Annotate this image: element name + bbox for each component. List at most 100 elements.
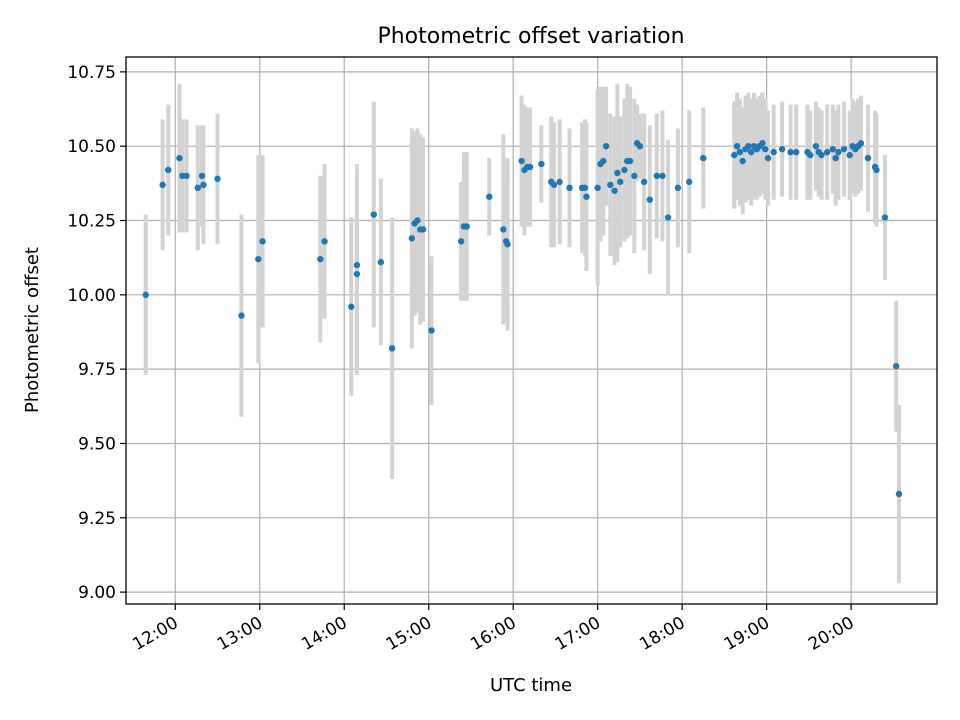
data-point xyxy=(646,196,653,203)
data-point xyxy=(829,145,837,153)
data-point xyxy=(388,345,396,352)
data-point xyxy=(864,154,872,162)
data-point xyxy=(353,261,361,269)
data-point xyxy=(566,184,573,192)
data-point xyxy=(631,172,638,180)
data-point xyxy=(198,172,206,180)
data-point xyxy=(200,181,207,189)
data-point xyxy=(762,145,769,153)
data-point xyxy=(640,178,648,186)
data-point xyxy=(840,145,848,153)
x-axis-label: UTC time xyxy=(490,675,572,696)
data-point xyxy=(419,226,427,233)
data-point xyxy=(614,169,621,177)
data-point xyxy=(736,148,744,156)
data-point xyxy=(832,154,839,162)
y-axis-label: Photometric offset xyxy=(22,247,43,413)
data-point xyxy=(626,157,634,165)
data-point xyxy=(377,258,385,266)
data-point xyxy=(873,166,880,174)
data-point xyxy=(818,151,825,159)
data-point xyxy=(556,178,563,186)
data-point xyxy=(653,172,661,180)
data-point xyxy=(457,238,465,245)
data-point xyxy=(538,160,545,168)
data-point xyxy=(504,241,511,248)
data-point xyxy=(739,157,746,165)
data-point xyxy=(348,303,355,310)
data-point xyxy=(414,217,421,224)
data-point xyxy=(321,238,328,245)
data-point xyxy=(353,270,361,278)
data-point xyxy=(602,142,610,150)
y-tick-label: 9.50 xyxy=(78,434,116,454)
data-point xyxy=(881,214,889,221)
x-tick-label: 17:00 xyxy=(552,613,604,655)
data-point xyxy=(700,154,707,162)
data-point xyxy=(159,181,166,189)
data-point xyxy=(259,238,266,245)
y-tick-label: 10.00 xyxy=(67,286,116,306)
y-tick-label: 9.00 xyxy=(78,583,116,603)
data-point xyxy=(747,148,755,156)
x-tick-label: 13:00 xyxy=(214,613,266,655)
data-point xyxy=(518,157,525,165)
data-point xyxy=(408,235,416,242)
data-point xyxy=(807,151,814,159)
data-point xyxy=(733,142,741,150)
y-tick-label: 10.75 xyxy=(67,63,116,83)
data-point xyxy=(176,154,183,162)
y-tick-label: 9.25 xyxy=(78,509,116,529)
data-point xyxy=(194,184,202,192)
data-point xyxy=(764,154,772,162)
x-tick-label: 20:00 xyxy=(805,613,857,655)
data-point xyxy=(500,226,507,233)
data-point xyxy=(895,490,903,498)
data-point xyxy=(214,175,221,183)
data-point xyxy=(770,148,777,156)
data-point xyxy=(685,178,693,186)
data-point xyxy=(731,151,738,159)
data-point xyxy=(238,312,245,319)
x-axis-ticks: 12:00 13:00 14:00 15:00 16:00 17:00 18:00 19:00… xyxy=(129,604,858,655)
data-point xyxy=(550,181,558,189)
data-point xyxy=(607,181,614,189)
data-point xyxy=(793,148,800,156)
data-point xyxy=(165,166,172,174)
data-points xyxy=(142,140,903,498)
y-axis-ticks: 9.00 9.25 9.50 9.75 10.00 10.25 10.50 10.75 xyxy=(67,63,126,603)
data-point xyxy=(486,193,493,200)
data-point xyxy=(892,362,900,370)
y-tick-label: 9.75 xyxy=(78,360,116,380)
data-point xyxy=(823,148,831,156)
data-point xyxy=(812,142,820,150)
x-tick-label: 19:00 xyxy=(721,613,773,655)
data-point xyxy=(835,148,842,156)
data-point xyxy=(526,163,534,171)
data-point xyxy=(745,142,752,150)
x-tick-label: 12:00 xyxy=(129,613,181,655)
chart-title: Photometric offset variation xyxy=(377,24,684,49)
data-point xyxy=(636,142,644,150)
data-point xyxy=(581,184,589,192)
data-point xyxy=(846,151,853,159)
data-point xyxy=(594,184,601,192)
data-point xyxy=(255,255,262,263)
data-point xyxy=(611,187,618,194)
data-point xyxy=(857,140,865,147)
data-point xyxy=(142,291,149,299)
y-tick-label: 10.50 xyxy=(67,137,116,157)
data-point xyxy=(778,145,786,153)
plot-frame xyxy=(125,56,938,605)
x-tick-label: 15:00 xyxy=(383,613,435,655)
x-tick-label: 14:00 xyxy=(298,613,350,655)
x-tick-label: 16:00 xyxy=(467,613,519,655)
data-point xyxy=(600,157,607,165)
data-point xyxy=(664,214,672,221)
data-point xyxy=(370,211,378,218)
y-tick-label: 10.25 xyxy=(67,212,116,232)
data-point xyxy=(428,327,435,334)
data-point xyxy=(617,178,624,186)
data-point xyxy=(183,172,190,180)
